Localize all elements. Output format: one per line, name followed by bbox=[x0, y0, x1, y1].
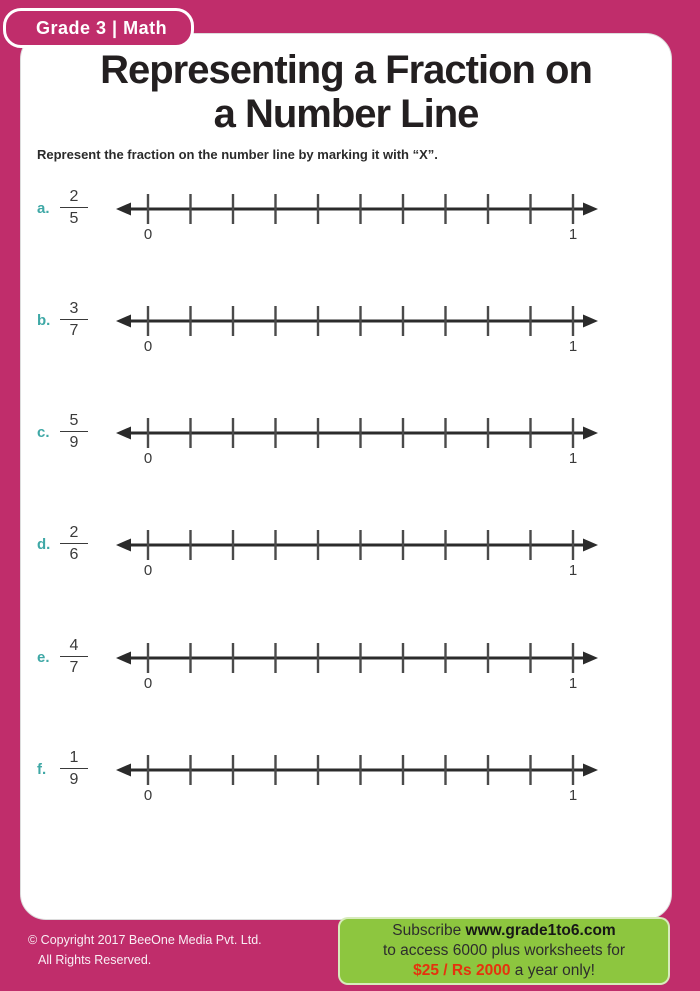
fraction-numerator: 3 bbox=[60, 299, 88, 320]
end-label: 1 bbox=[569, 338, 577, 355]
left-arrow-icon bbox=[116, 651, 131, 665]
subscribe-line1: Subscribe www.grade1to6.com bbox=[340, 921, 668, 941]
start-label: 0 bbox=[144, 450, 152, 467]
right-arrow-icon bbox=[583, 202, 598, 216]
fraction-denominator: 9 bbox=[69, 434, 79, 451]
start-label: 0 bbox=[144, 787, 152, 804]
right-arrow-icon bbox=[583, 426, 598, 440]
problem-letter: f. bbox=[37, 761, 47, 778]
subscribe-banner: Subscribe www.grade1to6.com to access 60… bbox=[338, 917, 670, 985]
subscribe-url: www.grade1to6.com bbox=[465, 922, 616, 939]
right-arrow-icon bbox=[583, 314, 598, 328]
subscribe-prefix: Subscribe bbox=[392, 922, 466, 939]
fraction-denominator: 7 bbox=[69, 659, 79, 676]
left-arrow-icon bbox=[116, 202, 131, 216]
start-label: 0 bbox=[144, 562, 152, 579]
copyright-line1: © Copyright 2017 BeeOne Media Pvt. Ltd. bbox=[28, 933, 262, 947]
problem-letter: c. bbox=[37, 424, 50, 441]
problem-letter: a. bbox=[37, 200, 50, 217]
problem-letter: e. bbox=[37, 649, 50, 666]
left-arrow-icon bbox=[116, 426, 131, 440]
copyright-notice: © Copyright 2017 BeeOne Media Pvt. Ltd. … bbox=[28, 930, 262, 970]
start-label: 0 bbox=[144, 226, 152, 243]
end-label: 1 bbox=[569, 787, 577, 804]
right-arrow-icon bbox=[583, 763, 598, 777]
right-arrow-icon bbox=[583, 538, 598, 552]
fraction-denominator: 5 bbox=[69, 210, 79, 227]
fraction-numerator: 5 bbox=[60, 411, 88, 432]
fraction-numerator: 4 bbox=[60, 636, 88, 657]
page-title-line1: Representing a Fraction on bbox=[100, 48, 593, 92]
left-arrow-icon bbox=[116, 763, 131, 777]
page-title-line2: a Number Line bbox=[213, 92, 480, 136]
fraction-numerator: 2 bbox=[60, 523, 88, 544]
end-label: 1 bbox=[569, 226, 577, 243]
right-arrow-icon bbox=[583, 651, 598, 665]
fraction: 5 9 bbox=[60, 411, 88, 452]
fraction-numerator: 2 bbox=[60, 187, 88, 208]
badge-label: Grade 3 | Math bbox=[36, 18, 168, 38]
fraction: 4 7 bbox=[60, 636, 88, 677]
fraction: 2 6 bbox=[60, 523, 88, 564]
instruction-text: Represent the fraction on the number lin… bbox=[37, 147, 438, 162]
grade-subject-badge: Grade 3 | Math bbox=[3, 8, 195, 48]
left-arrow-icon bbox=[116, 314, 131, 328]
end-label: 1 bbox=[569, 675, 577, 692]
start-label: 0 bbox=[144, 338, 152, 355]
fraction-denominator: 7 bbox=[69, 322, 79, 339]
start-label: 0 bbox=[144, 675, 152, 692]
end-label: 1 bbox=[569, 450, 577, 467]
subscribe-line2: to access 6000 plus worksheets for bbox=[382, 942, 626, 959]
fraction-denominator: 6 bbox=[69, 546, 79, 563]
problem-letter: d. bbox=[37, 536, 51, 553]
copyright-line2: All Rights Reserved. bbox=[38, 953, 152, 967]
fraction: 2 5 bbox=[60, 187, 88, 228]
left-arrow-icon bbox=[116, 538, 131, 552]
fraction: 1 9 bbox=[60, 748, 88, 789]
subscribe-price: $25 / Rs 2000 bbox=[413, 962, 511, 979]
problem-letter: b. bbox=[37, 312, 51, 329]
fraction-denominator: 9 bbox=[69, 771, 79, 788]
subscribe-line3: $25 / Rs 2000 a year only! bbox=[340, 961, 668, 981]
subscribe-suffix: a year only! bbox=[510, 962, 595, 979]
fraction-numerator: 1 bbox=[60, 748, 88, 769]
fraction: 3 7 bbox=[60, 299, 88, 340]
end-label: 1 bbox=[569, 562, 577, 579]
page-title: Representing a Fraction on a Number Line bbox=[20, 48, 672, 136]
